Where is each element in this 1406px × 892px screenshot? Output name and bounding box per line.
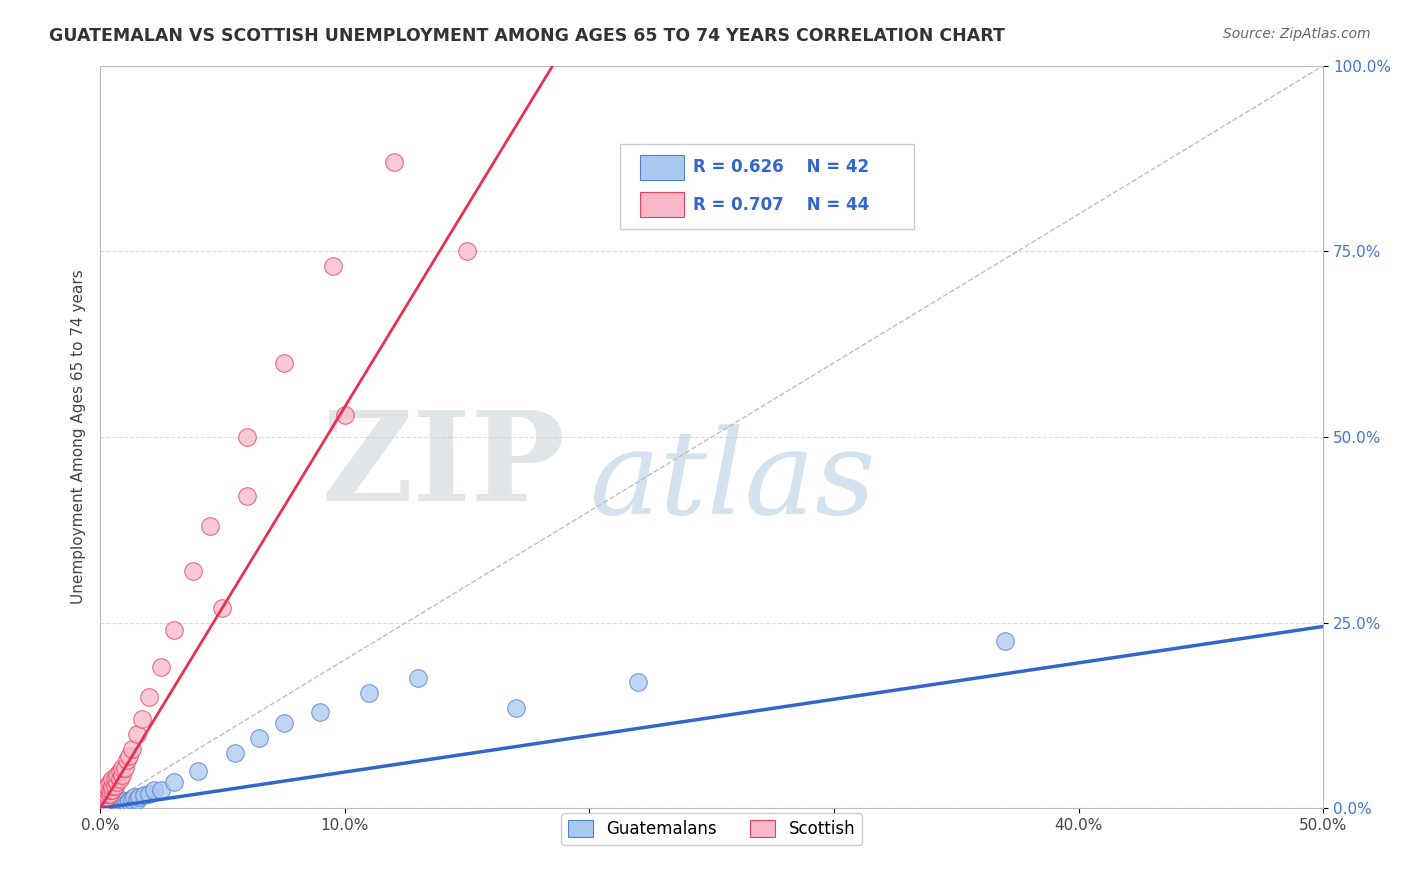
Point — [96, 797, 118, 812]
Point — [98, 775, 121, 789]
Point — [121, 792, 143, 806]
Point — [94, 790, 117, 805]
Point — [138, 787, 160, 801]
Point — [162, 623, 184, 637]
Point — [322, 259, 344, 273]
Point — [382, 155, 405, 169]
Text: R = 0.626    N = 42: R = 0.626 N = 42 — [693, 159, 869, 177]
Point — [94, 783, 117, 797]
Point — [359, 686, 381, 700]
FancyBboxPatch shape — [640, 154, 683, 180]
Point — [91, 797, 114, 812]
Text: R = 0.707    N = 44: R = 0.707 N = 44 — [693, 195, 869, 213]
Point — [111, 797, 134, 812]
Point — [101, 783, 124, 797]
Point — [105, 768, 128, 782]
Point — [104, 796, 127, 810]
Point — [150, 783, 173, 797]
Point — [150, 660, 173, 674]
Point — [104, 779, 127, 793]
Point — [105, 797, 128, 812]
Point — [181, 564, 204, 578]
Point — [108, 764, 131, 779]
Point — [125, 727, 148, 741]
Point — [104, 792, 127, 806]
Point — [115, 796, 138, 810]
Point — [94, 797, 117, 812]
Point — [247, 731, 270, 745]
Point — [104, 772, 127, 786]
Point — [98, 794, 121, 808]
Point — [118, 794, 141, 808]
Point — [111, 768, 134, 782]
Point — [96, 796, 118, 810]
Point — [309, 705, 332, 719]
Point — [101, 779, 124, 793]
Point — [101, 796, 124, 810]
Point — [273, 356, 295, 370]
Point — [273, 716, 295, 731]
Point — [105, 775, 128, 789]
Text: Source: ZipAtlas.com: Source: ZipAtlas.com — [1223, 27, 1371, 41]
Point — [114, 797, 136, 812]
Point — [118, 749, 141, 764]
Point — [138, 690, 160, 704]
Point — [108, 794, 131, 808]
Point — [108, 772, 131, 786]
Point — [96, 783, 118, 797]
Point — [114, 761, 136, 775]
Point — [627, 675, 650, 690]
Point — [91, 790, 114, 805]
Legend: Guatemalans, Scottish: Guatemalans, Scottish — [561, 814, 862, 845]
Point — [96, 790, 118, 805]
Point — [91, 797, 114, 812]
Point — [456, 244, 478, 259]
Point — [994, 634, 1017, 648]
Point — [101, 792, 124, 806]
Point — [98, 787, 121, 801]
Point — [111, 792, 134, 806]
Point — [101, 797, 124, 812]
Point — [224, 746, 246, 760]
Point — [131, 712, 153, 726]
Point — [134, 788, 156, 802]
Point — [94, 796, 117, 810]
FancyBboxPatch shape — [640, 192, 683, 217]
Point — [162, 775, 184, 789]
Point — [142, 783, 165, 797]
Point — [98, 783, 121, 797]
Point — [333, 408, 356, 422]
Y-axis label: Unemployment Among Ages 65 to 74 years: Unemployment Among Ages 65 to 74 years — [72, 269, 86, 605]
Point — [187, 764, 209, 779]
Point — [94, 787, 117, 801]
Point — [94, 794, 117, 808]
Point — [114, 794, 136, 808]
Point — [200, 519, 222, 533]
Point — [125, 792, 148, 806]
Point — [108, 797, 131, 812]
Point — [505, 701, 527, 715]
Point — [406, 672, 429, 686]
Text: atlas: atlas — [589, 425, 876, 539]
Point — [211, 600, 233, 615]
Point — [105, 794, 128, 808]
Point — [104, 797, 127, 812]
Point — [96, 787, 118, 801]
Point — [101, 772, 124, 786]
Point — [115, 753, 138, 767]
Point — [91, 794, 114, 808]
Text: GUATEMALAN VS SCOTTISH UNEMPLOYMENT AMONG AGES 65 TO 74 YEARS CORRELATION CHART: GUATEMALAN VS SCOTTISH UNEMPLOYMENT AMON… — [49, 27, 1005, 45]
Point — [121, 742, 143, 756]
Point — [236, 490, 259, 504]
Point — [236, 430, 259, 444]
Point — [96, 779, 118, 793]
Point — [111, 761, 134, 775]
Point — [98, 797, 121, 812]
Text: ZIP: ZIP — [321, 406, 565, 527]
Point — [128, 790, 150, 805]
Point — [124, 790, 146, 805]
FancyBboxPatch shape — [620, 144, 914, 229]
